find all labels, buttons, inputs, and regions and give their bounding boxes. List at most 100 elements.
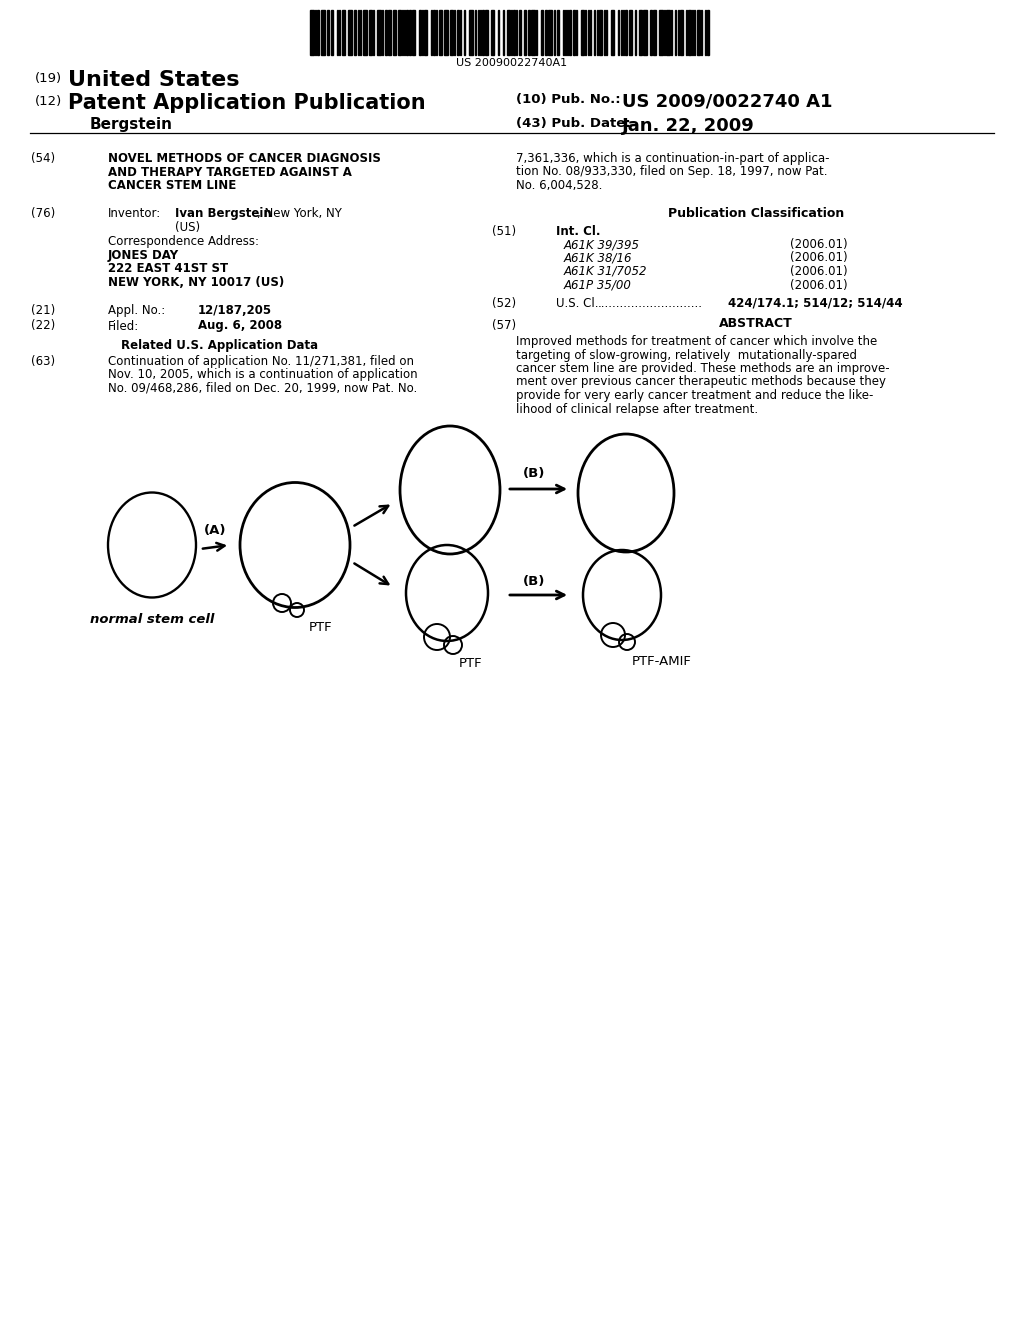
Text: US 20090022740A1: US 20090022740A1: [457, 58, 567, 69]
Text: normal stem cell: normal stem cell: [90, 612, 214, 626]
Bar: [707, 11, 709, 55]
Bar: [482, 11, 484, 55]
Bar: [680, 11, 683, 55]
Bar: [545, 11, 547, 55]
Bar: [625, 11, 627, 55]
Text: (54): (54): [31, 152, 55, 165]
Bar: [385, 11, 387, 55]
Bar: [331, 11, 333, 55]
Text: (63): (63): [31, 355, 55, 367]
Bar: [419, 11, 421, 55]
Text: (21): (21): [31, 304, 55, 317]
Text: A61K 31/7052: A61K 31/7052: [564, 265, 647, 279]
Bar: [697, 11, 700, 55]
Bar: [507, 11, 510, 55]
Bar: [519, 11, 521, 55]
Text: Publication Classification: Publication Classification: [668, 207, 844, 220]
Text: NEW YORK, NY 10017 (US): NEW YORK, NY 10017 (US): [108, 276, 285, 289]
Bar: [377, 11, 381, 55]
Text: (43) Pub. Date:: (43) Pub. Date:: [516, 117, 631, 129]
Bar: [557, 11, 559, 55]
Text: lihood of clinical relapse after treatment.: lihood of clinical relapse after treatme…: [516, 403, 758, 416]
Text: AND THERAPY TARGETED AGAINST A: AND THERAPY TARGETED AGAINST A: [108, 165, 352, 178]
Bar: [524, 11, 526, 55]
Bar: [513, 11, 515, 55]
Bar: [629, 11, 632, 55]
Bar: [599, 11, 602, 55]
Text: A61P 35/00: A61P 35/00: [564, 279, 632, 292]
Text: (76): (76): [31, 207, 55, 220]
Bar: [412, 11, 415, 55]
Bar: [433, 11, 435, 55]
Text: 12/187,205: 12/187,205: [198, 304, 272, 317]
Bar: [362, 11, 367, 55]
Bar: [321, 11, 325, 55]
Bar: [354, 11, 356, 55]
Bar: [348, 11, 352, 55]
Bar: [490, 11, 494, 55]
Text: Patent Application Publication: Patent Application Publication: [68, 92, 426, 114]
Bar: [659, 11, 663, 55]
Text: PTF: PTF: [309, 620, 333, 634]
Bar: [650, 11, 652, 55]
Text: Jan. 22, 2009: Jan. 22, 2009: [622, 117, 755, 135]
Text: 424/174.1; 514/12; 514/44: 424/174.1; 514/12; 514/44: [728, 297, 902, 310]
Text: ............................: ............................: [598, 297, 703, 310]
Text: (19): (19): [35, 73, 62, 84]
Text: ABSTRACT: ABSTRACT: [719, 317, 793, 330]
Text: United States: United States: [68, 70, 240, 90]
Bar: [406, 11, 408, 55]
Bar: [424, 11, 427, 55]
Text: Int. Cl.: Int. Cl.: [556, 224, 600, 238]
Bar: [317, 11, 319, 55]
Bar: [528, 11, 530, 55]
Text: , New York, NY: , New York, NY: [257, 207, 342, 220]
Bar: [653, 11, 656, 55]
Text: NOVEL METHODS OF CANCER DIAGNOSIS: NOVEL METHODS OF CANCER DIAGNOSIS: [108, 152, 381, 165]
Bar: [393, 11, 396, 55]
Text: 222 EAST 41ST ST: 222 EAST 41ST ST: [108, 261, 228, 275]
Bar: [398, 11, 401, 55]
Text: provide for very early cancer treatment and reduce the like-: provide for very early cancer treatment …: [516, 389, 873, 403]
Text: JONES DAY: JONES DAY: [108, 248, 179, 261]
Text: (2006.01): (2006.01): [790, 252, 848, 264]
Bar: [569, 11, 571, 55]
Text: (10) Pub. No.:: (10) Pub. No.:: [516, 92, 621, 106]
Text: Related U.S. Application Data: Related U.S. Application Data: [122, 339, 318, 352]
Text: A61K 39/395: A61K 39/395: [564, 238, 640, 251]
Bar: [639, 11, 642, 55]
Bar: [310, 11, 314, 55]
Text: cancer stem line are provided. These methods are an improve-: cancer stem line are provided. These met…: [516, 362, 890, 375]
Bar: [573, 11, 575, 55]
Bar: [327, 11, 329, 55]
Bar: [444, 11, 449, 55]
Bar: [531, 11, 535, 55]
Bar: [688, 11, 691, 55]
Text: (52): (52): [492, 297, 516, 310]
Bar: [439, 11, 442, 55]
Bar: [485, 11, 488, 55]
Bar: [643, 11, 647, 55]
Text: Aug. 6, 2008: Aug. 6, 2008: [198, 319, 283, 333]
Bar: [548, 11, 552, 55]
Bar: [469, 11, 473, 55]
Text: No. 6,004,528.: No. 6,004,528.: [516, 180, 602, 191]
Bar: [541, 11, 543, 55]
Bar: [388, 11, 391, 55]
Bar: [457, 11, 459, 55]
Text: (57): (57): [492, 319, 516, 333]
Text: (12): (12): [35, 95, 62, 108]
Text: (2006.01): (2006.01): [790, 265, 848, 279]
Text: Correspondence Address:: Correspondence Address:: [108, 235, 259, 248]
Text: Continuation of application No. 11/271,381, filed on: Continuation of application No. 11/271,3…: [108, 355, 414, 367]
Text: (B): (B): [523, 467, 545, 480]
Text: PTF-AMIF: PTF-AMIF: [632, 655, 692, 668]
Text: PTF: PTF: [459, 657, 482, 671]
Bar: [342, 11, 345, 55]
Text: (US): (US): [175, 220, 200, 234]
Bar: [581, 11, 584, 55]
Bar: [666, 11, 670, 55]
Text: Ivan Bergstein: Ivan Bergstein: [175, 207, 271, 220]
Text: CANCER STEM LINE: CANCER STEM LINE: [108, 180, 237, 191]
Text: (2006.01): (2006.01): [790, 238, 848, 251]
